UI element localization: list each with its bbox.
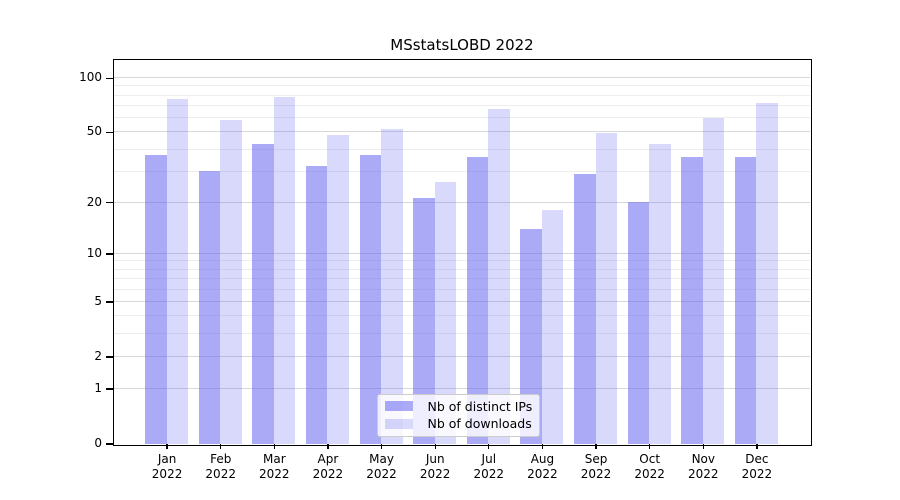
x-tick-label-4: Apr 2022 xyxy=(312,452,344,481)
gridline-2 xyxy=(113,355,810,357)
bar-layer xyxy=(114,60,810,444)
gridline-6 xyxy=(113,288,810,290)
x-tick-12 xyxy=(756,444,758,449)
gridline-7 xyxy=(113,278,810,280)
gridline-10 xyxy=(113,252,810,254)
x-tick-label-12: Dec 2022 xyxy=(741,452,773,481)
gridline-layer xyxy=(113,60,810,444)
y-tick-label-0: 0 xyxy=(94,436,102,450)
y-tick-label-10: 10 xyxy=(86,245,102,260)
bar-may-2022-downloads xyxy=(381,128,403,444)
x-tick-label-10: Oct 2022 xyxy=(634,452,665,481)
gridline-70 xyxy=(113,105,810,107)
x-tick-11 xyxy=(702,444,704,449)
gridline-9 xyxy=(113,260,810,262)
y-tick-label-2: 2 xyxy=(94,348,102,363)
gridline-5 xyxy=(113,300,810,302)
x-tick-10 xyxy=(649,444,651,449)
y-tick-1 xyxy=(106,388,113,390)
bar-jul-2022-downloads xyxy=(488,109,510,444)
x-tick-label-1: Jan 2022 xyxy=(151,452,183,481)
bar-apr-2022-downloads xyxy=(327,135,349,444)
legend-label-downloads: Nb of downloads xyxy=(427,416,532,432)
bar-may-2022-distinct-ips xyxy=(359,155,382,444)
x-tick-label-3: Mar 2022 xyxy=(259,452,290,481)
bar-aug-2022-downloads xyxy=(541,210,564,444)
bar-jun-2022-downloads xyxy=(434,182,457,444)
bar-feb-2022-distinct-ips xyxy=(198,171,221,444)
y-tick-0 xyxy=(106,443,113,445)
bar-jan-2022-downloads xyxy=(166,99,189,444)
gridline-1 xyxy=(113,388,810,390)
bar-oct-2022-downloads xyxy=(649,143,671,444)
x-tick-5 xyxy=(380,444,383,449)
legend-row-distinct-ips: Nb of distinct IPs xyxy=(384,398,533,415)
legend-swatch-downloads xyxy=(384,418,413,429)
chart-title: MSstatsLOBD 2022 xyxy=(390,36,534,54)
bar-dec-2022-downloads xyxy=(756,103,778,444)
gridline-4 xyxy=(113,315,810,317)
y-tick-label-20: 20 xyxy=(86,194,102,209)
gridline-3 xyxy=(113,333,810,335)
x-tick-label-11: Nov 2022 xyxy=(688,452,719,481)
gridline-90 xyxy=(113,85,810,87)
plot-area: Nb of distinct IPs Nb of downloads xyxy=(112,58,812,446)
legend-swatch-distinct-ips xyxy=(384,401,413,412)
bar-oct-2022-distinct-ips xyxy=(627,202,650,444)
x-tick-6 xyxy=(434,444,436,449)
y-tick-5 xyxy=(106,301,113,303)
gridline-100 xyxy=(113,77,810,79)
bar-feb-2022-downloads xyxy=(220,120,242,444)
bar-mar-2022-downloads xyxy=(273,97,296,444)
gridline-60 xyxy=(113,117,810,119)
gridline-40 xyxy=(113,148,810,150)
bar-aug-2022-distinct-ips xyxy=(520,228,542,444)
bar-dec-2022-distinct-ips xyxy=(734,157,757,444)
x-tick-9 xyxy=(595,444,597,449)
x-tick-label-8: Aug 2022 xyxy=(527,452,558,481)
y-tick-label-1: 1 xyxy=(94,381,102,396)
x-tick-label-6: Jun 2022 xyxy=(419,452,451,481)
bar-nov-2022-downloads xyxy=(702,117,725,444)
x-tick-label-9: Sep 2022 xyxy=(580,452,612,481)
gridline-8 xyxy=(113,268,810,270)
bar-jun-2022-distinct-ips xyxy=(413,198,435,444)
x-tick-1 xyxy=(166,444,168,449)
x-tick-7 xyxy=(488,444,490,449)
bar-jan-2022-distinct-ips xyxy=(145,155,167,444)
y-tick-100 xyxy=(106,77,113,79)
x-tick-2 xyxy=(220,444,222,449)
gridline-50 xyxy=(113,131,810,133)
gridline-20 xyxy=(113,201,810,203)
bar-apr-2022-distinct-ips xyxy=(305,166,328,444)
x-tick-8 xyxy=(541,444,544,449)
bar-mar-2022-distinct-ips xyxy=(252,143,274,444)
y-tick-2 xyxy=(106,356,113,358)
y-tick-label-100: 100 xyxy=(79,70,102,85)
bar-sep-2022-distinct-ips xyxy=(574,173,596,444)
legend: Nb of distinct IPs Nb of downloads xyxy=(376,393,540,437)
y-tick-label-5: 5 xyxy=(94,293,102,308)
y-tick-50 xyxy=(106,131,113,133)
x-tick-label-7: Jul 2022 xyxy=(473,452,505,481)
y-tick-label-50: 50 xyxy=(86,124,102,139)
y-tick-20 xyxy=(106,202,113,204)
gridline-30 xyxy=(113,170,810,172)
bar-jul-2022-distinct-ips xyxy=(466,157,489,444)
x-tick-3 xyxy=(273,444,275,449)
legend-row-downloads: Nb of downloads xyxy=(384,415,532,432)
bar-sep-2022-downloads xyxy=(595,133,617,444)
gridline-80 xyxy=(113,94,810,96)
bar-nov-2022-distinct-ips xyxy=(681,157,703,444)
x-tick-label-2: Feb 2022 xyxy=(205,452,236,481)
x-tick-4 xyxy=(327,444,329,449)
y-tick-10 xyxy=(106,253,113,255)
x-tick-label-5: May 2022 xyxy=(366,452,397,481)
legend-label-distinct-ips: Nb of distinct IPs xyxy=(427,398,533,414)
